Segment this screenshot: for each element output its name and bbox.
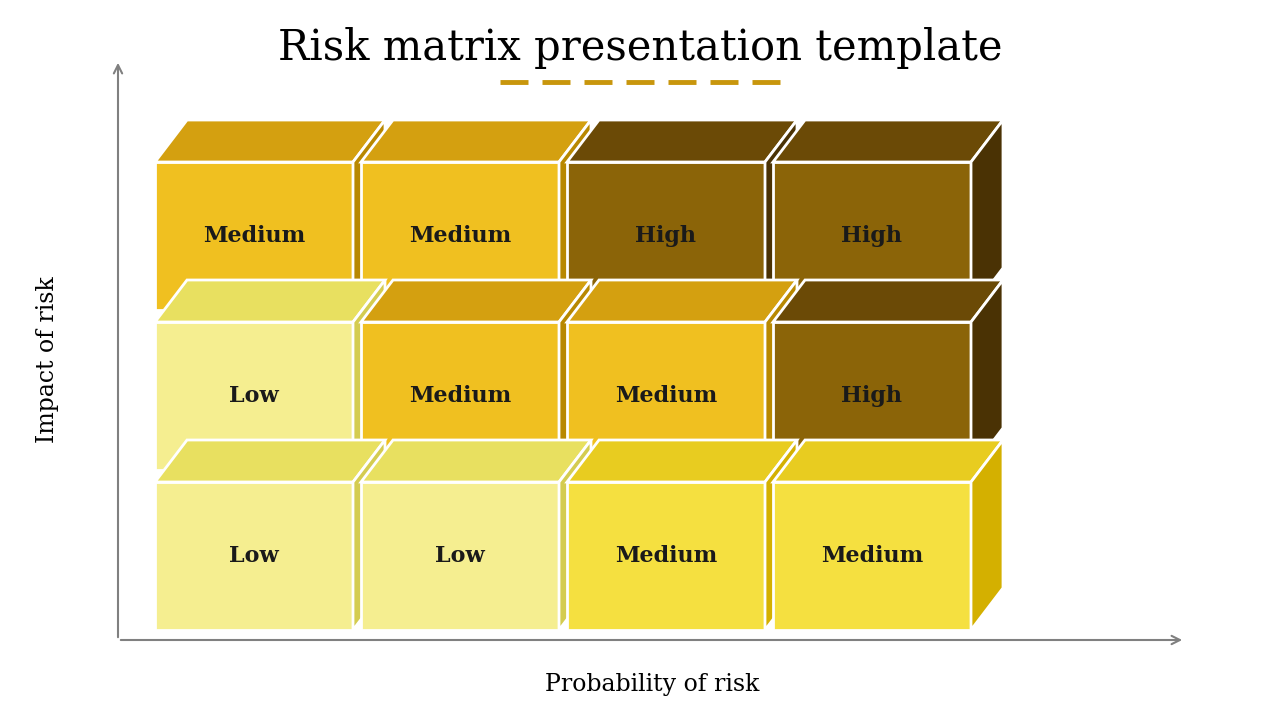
Text: Medium: Medium — [614, 545, 717, 567]
Text: High: High — [635, 225, 696, 247]
Polygon shape — [773, 322, 972, 470]
Text: Risk matrix presentation template: Risk matrix presentation template — [278, 27, 1002, 69]
Text: Medium: Medium — [202, 225, 305, 247]
Polygon shape — [155, 162, 353, 310]
Polygon shape — [972, 440, 1004, 630]
Text: High: High — [841, 225, 902, 247]
Polygon shape — [567, 322, 765, 470]
Polygon shape — [361, 482, 559, 630]
Text: Low: Low — [435, 545, 485, 567]
Polygon shape — [361, 322, 559, 470]
Text: Medium: Medium — [614, 385, 717, 407]
Polygon shape — [361, 440, 591, 482]
Polygon shape — [567, 120, 797, 162]
Text: Low: Low — [229, 545, 279, 567]
Text: Impact of risk: Impact of risk — [37, 276, 59, 444]
Polygon shape — [361, 120, 591, 162]
Polygon shape — [972, 120, 1004, 310]
Polygon shape — [155, 440, 385, 482]
Polygon shape — [972, 280, 1004, 470]
Polygon shape — [567, 280, 797, 322]
Text: Medium: Medium — [820, 545, 923, 567]
Polygon shape — [155, 322, 353, 470]
Polygon shape — [773, 482, 972, 630]
Polygon shape — [773, 440, 1004, 482]
Polygon shape — [773, 120, 1004, 162]
Text: High: High — [841, 385, 902, 407]
Polygon shape — [361, 162, 559, 310]
Polygon shape — [567, 482, 765, 630]
Polygon shape — [765, 120, 797, 310]
Polygon shape — [353, 440, 385, 630]
Text: Medium: Medium — [408, 225, 511, 247]
Polygon shape — [765, 280, 797, 470]
Polygon shape — [353, 120, 385, 310]
Polygon shape — [559, 440, 591, 630]
Polygon shape — [559, 280, 591, 470]
Polygon shape — [155, 482, 353, 630]
Polygon shape — [567, 162, 765, 310]
Polygon shape — [567, 440, 797, 482]
Polygon shape — [559, 120, 591, 310]
Polygon shape — [773, 162, 972, 310]
Polygon shape — [765, 440, 797, 630]
Polygon shape — [155, 280, 385, 322]
Text: Probability of risk: Probability of risk — [545, 673, 759, 696]
Polygon shape — [353, 280, 385, 470]
Text: Medium: Medium — [408, 385, 511, 407]
Text: Low: Low — [229, 385, 279, 407]
Polygon shape — [773, 280, 1004, 322]
Polygon shape — [361, 280, 591, 322]
Polygon shape — [155, 120, 385, 162]
